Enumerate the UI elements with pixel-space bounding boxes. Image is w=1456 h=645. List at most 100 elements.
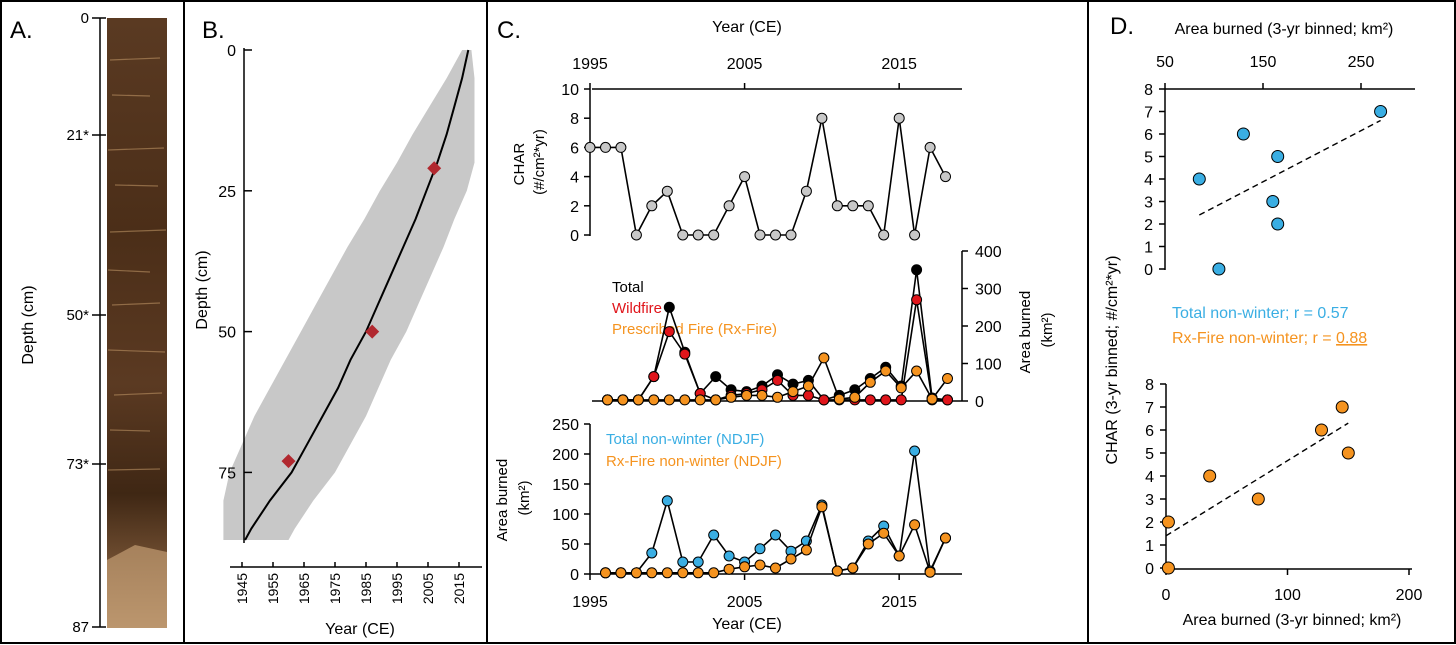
total-non-winter-series-point <box>770 529 781 541</box>
nonwinter-y-tick-label: 50 <box>561 537 579 554</box>
bottom-scatter-point <box>1315 423 1328 437</box>
wildfire-series-point <box>864 394 876 406</box>
panel-b-plot: 0 25 50 75 1945 1955 1965 1975 1985 1995 2005 2015 <box>218 43 482 604</box>
bottom-x-tick-label: 2015 <box>881 594 917 611</box>
rx-non-winter-series-point <box>847 562 859 574</box>
total-series-point <box>911 264 923 276</box>
dated-horizon-marker <box>427 161 442 176</box>
rx-non-winter-series-point <box>893 550 905 562</box>
total-non-winter-series-point <box>677 556 689 568</box>
top-x-tick-label: 2015 <box>881 56 917 73</box>
prescribed-fire-series-point <box>632 394 644 406</box>
annotation-rx-prefix: Rx-Fire non-winter; r = <box>1172 330 1336 347</box>
wildfire-series-point <box>772 374 783 386</box>
panel-c-top-xlabel: Year (CE) <box>712 19 782 36</box>
top-scatter-y-tick-label: 6 <box>1144 127 1153 144</box>
char-point <box>800 185 812 197</box>
legend-rx-non-winter: Rx-Fire non-winter (NDJF) <box>606 453 782 470</box>
area-right-y-tick-label: 400 <box>975 244 1002 261</box>
bottom-scatter-point <box>1335 400 1349 414</box>
rx-non-winter-series-point <box>878 527 890 539</box>
area-right-ylabel-line: (km²) <box>1039 313 1056 348</box>
bottom-scatter-y-tick-label: 4 <box>1145 469 1154 486</box>
char-point <box>893 112 905 124</box>
bottom-scatter-y-tick-label: 0 <box>1145 561 1154 578</box>
legend-total-non-winter: Total non-winter (NDJF) <box>606 431 764 448</box>
area-right-y-tick-label: 100 <box>975 357 1002 374</box>
bottom-scatter-point <box>1251 492 1265 506</box>
prescribed-fire-series-point <box>741 389 753 401</box>
top-x-tick-label: 2005 <box>727 56 763 73</box>
char-point <box>661 185 673 197</box>
panel-b-xlabel: Year (CE) <box>325 621 395 638</box>
wildfire-series-point <box>663 326 675 338</box>
rx-non-winter-series-point <box>770 562 781 574</box>
panel-d-plot: 50 150 250 0 1 2 3 4 5 6 7 8 0 1 2 3 4 5 6 7 8 0 100 200 <box>1144 54 1422 604</box>
top-scatter-point <box>1266 195 1280 208</box>
char-y-tick-label: 8 <box>570 111 579 128</box>
char-point <box>909 229 921 241</box>
top-scatter-point <box>1374 105 1388 118</box>
x-tick-label: 1995 <box>389 573 405 604</box>
bottom-x-tick-label: 2005 <box>727 594 763 611</box>
char-point <box>816 112 828 124</box>
wildfire-series-point <box>818 394 830 406</box>
rx-non-winter-series-point <box>692 567 704 579</box>
prescribed-fire-series-point <box>802 380 814 392</box>
bottom-scatter-point <box>1203 469 1217 483</box>
top-scatter-x-tick-label: 50 <box>1156 54 1174 71</box>
prescribed-fire-series-point <box>880 365 892 377</box>
nonwinter-y-tick-label: 0 <box>570 567 579 584</box>
char-point <box>924 141 936 153</box>
prescribed-fire-series-point <box>895 382 907 394</box>
bottom-scatter-y-tick-label: 1 <box>1145 538 1154 555</box>
bottom-scatter-y-tick-label: 5 <box>1145 446 1154 463</box>
wildfire-series-point <box>942 394 953 406</box>
wildfire-series-point <box>880 394 892 406</box>
panel-d-ylabel: CHAR (3-yr binned; #/cm²*yr) <box>1104 256 1121 465</box>
prescribed-fire-series-point <box>772 391 783 403</box>
area-right-ylabel-line: Area burned <box>1017 291 1034 374</box>
rx-non-winter-series-point <box>831 565 843 577</box>
area-right-y-tick-label: 200 <box>975 319 1002 336</box>
char-point <box>600 141 611 153</box>
total-non-winter-series-point <box>692 556 704 568</box>
rx-non-winter-series-point <box>600 567 611 579</box>
top-scatter-point <box>1212 262 1226 276</box>
prescribed-fire-series-point <box>710 394 722 406</box>
prescribed-fire-series-point <box>694 394 706 406</box>
panel-d-bottom-xlabel: Area burned (3-yr binned; km²) <box>1183 612 1402 629</box>
panel-b: B. Depth (cm) Year (CE) 0 25 50 75 1945 1955 1… <box>194 17 482 638</box>
rx-non-winter-series-point <box>924 566 936 578</box>
total-non-winter-series-point <box>661 495 673 507</box>
bottom-scatter-y-tick-label: 3 <box>1145 492 1154 509</box>
panel-c-plot: 1995 2005 20150246810010020030040005010015… <box>552 56 1002 611</box>
nonwinter-y-tick-label: 100 <box>552 507 579 524</box>
prescribed-fire-series-point <box>756 389 768 401</box>
top-scatter-point <box>1271 217 1285 231</box>
total-series-point <box>663 301 675 313</box>
char-point <box>630 229 642 241</box>
char-point <box>692 229 704 241</box>
total-non-winter-series-point <box>723 550 735 562</box>
rx-non-winter-series-point <box>615 567 627 579</box>
annotation-rx-value: 0.88 <box>1336 330 1367 347</box>
panel-a: A. Depth (cm) 0 21* 50* 73* <box>10 10 167 636</box>
prescribed-fire-series-point <box>617 394 629 406</box>
top-scatter-point <box>1192 172 1206 186</box>
annotation-rx-r: Rx-Fire non-winter; r = 0.88 <box>1172 330 1367 347</box>
char-point <box>646 200 658 212</box>
char-point <box>847 200 859 212</box>
panel-c-bottom-xlabel: Year (CE) <box>712 616 782 633</box>
total-non-winter-series-point <box>646 547 658 559</box>
total-series-point <box>710 371 722 383</box>
rx-non-winter-series-point <box>785 553 797 565</box>
panel-a-tick: 21* <box>66 127 89 144</box>
char-ylabel-line: (#/cm²*yr) <box>531 129 548 195</box>
prescribed-fire-series-point <box>833 393 845 405</box>
top-x-tick-label: 1995 <box>572 56 608 73</box>
rx-non-winter-series-point <box>739 561 751 573</box>
prescribed-fire-series-point <box>787 386 799 398</box>
panel-a-tick: 73* <box>66 456 89 473</box>
bottom-scatter-x-tick-label: 200 <box>1396 587 1423 604</box>
